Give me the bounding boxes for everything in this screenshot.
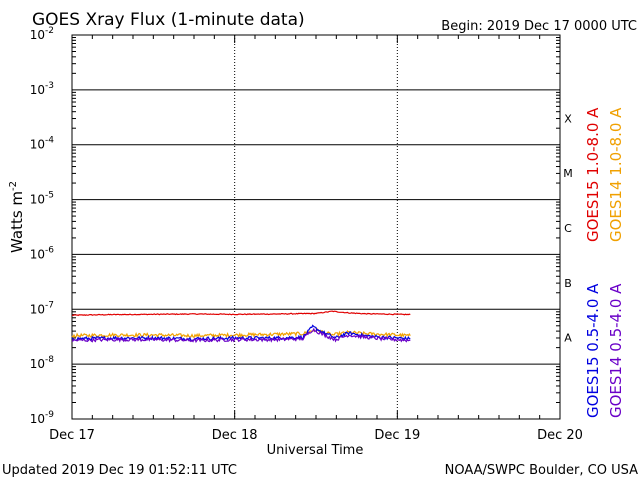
y-tick-label: 10-6 [30,245,55,261]
series-line-0 [71,310,411,317]
begin-label: Begin: 2019 Dec 17 0000 UTC [441,19,637,34]
y-axis-label-main: Watts m [8,191,26,253]
x-tick-label: Dec 19 [374,428,420,443]
chart-title: GOES Xray Flux (1-minute data) [32,10,305,30]
y-axis-label-group: Watts m-2 [8,181,26,253]
plot-frame [71,34,561,420]
y-tick-label: 10-4 [30,136,55,152]
y-tick-label: 10-2 [30,26,54,42]
flare-class-label: M [563,167,573,180]
flare-class-label: X [564,112,572,125]
series-line-3 [71,327,411,344]
y-tick-label: 10-7 [30,300,54,316]
x-tick-label: Dec 17 [49,428,95,443]
x-tick-label: Dec 20 [537,428,583,443]
flare-class-label: A [564,332,572,345]
legend-goes15-short: GOES15 0.5-4.0 A [584,283,602,418]
y-axis-label-exp: -2 [8,181,19,191]
legend-goes14-long: GOES14 1.0-8.0 A [607,107,625,242]
legend-goes15-long: GOES15 1.0-8.0 A [584,107,602,242]
series-line-1 [71,327,411,339]
y-axis-label: Watts m-2 [8,181,26,253]
x-axis-label: Universal Time [267,443,364,458]
flare-class-label: C [564,222,572,235]
legend-goes14-short: GOES14 0.5-4.0 A [607,283,625,418]
y-tick-label: 10-8 [30,355,55,371]
plot-area: Dec 17 Dec 18 Dec 19 Dec 20 10-2 10-3 10-4 10-5… [30,26,583,443]
flare-class-label: B [564,277,572,290]
x-tick-label: Dec 18 [212,428,258,443]
y-tick-label: 10-5 [30,191,54,207]
y-tick-label: 10-9 [30,410,55,426]
y-tick-label: 10-3 [30,81,54,97]
updated-label: Updated 2019 Dec 19 01:52:11 UTC [2,463,237,478]
credit-label: NOAA/SWPC Boulder, CO USA [445,463,638,478]
